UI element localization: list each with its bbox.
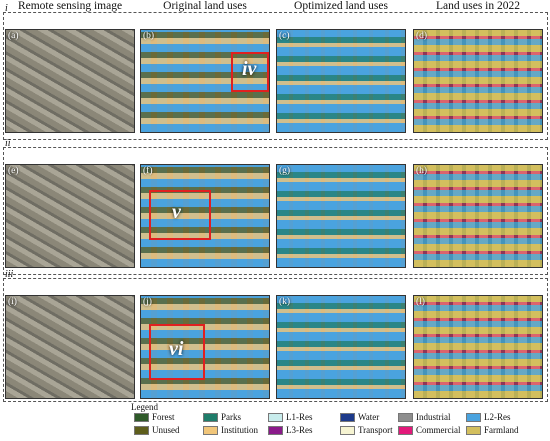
- panel-label: (b): [143, 31, 155, 41]
- panel-label: (j): [143, 297, 152, 307]
- highlight-box: [149, 324, 205, 380]
- panel-label: (h): [416, 166, 428, 176]
- legend-swatch: [340, 412, 355, 422]
- legend-label: Industrial: [416, 412, 451, 422]
- map-panel: (f) v: [140, 164, 270, 268]
- legend-label: Forest: [152, 412, 175, 422]
- map-panel: (c): [276, 29, 406, 133]
- legend-swatch: [398, 425, 413, 435]
- panel-label: (a): [8, 31, 19, 41]
- annotation: iv: [242, 58, 257, 80]
- column-header: Land uses in 2022: [435, 0, 520, 12]
- map-panel: (e): [5, 164, 135, 268]
- legend-item: L1-Res: [268, 412, 313, 422]
- legend-item: Parks: [203, 412, 241, 422]
- legend-swatch: [203, 412, 218, 422]
- legend-item: Water: [340, 412, 379, 422]
- annotation: v: [172, 201, 181, 223]
- legend-swatch: [466, 412, 481, 422]
- legend-item: Transport: [340, 425, 393, 435]
- map-panel: (j) vi: [140, 295, 270, 399]
- panel-label: (k): [279, 297, 291, 307]
- legend-label: L2-Res: [484, 412, 511, 422]
- legend-label: Commercial: [416, 425, 461, 435]
- legend-item: Commercial: [398, 425, 461, 435]
- legend-label: Water: [358, 412, 380, 422]
- column-header: Remote sensing image: [17, 0, 123, 12]
- panel-label: (d): [416, 31, 428, 41]
- map-panel: (l): [413, 295, 543, 399]
- panel-label: (l): [416, 297, 425, 307]
- legend-label: L3-Res: [286, 425, 313, 435]
- legend-item: Institution: [203, 425, 258, 435]
- annotation: vi: [169, 338, 184, 360]
- row-label: ii: [5, 138, 11, 149]
- legend-swatch: [203, 425, 218, 435]
- panel-label: (g): [279, 166, 291, 176]
- legend-item: L2-Res: [466, 412, 511, 422]
- legend-item: Farmland: [466, 425, 519, 435]
- map-panel: (h): [413, 164, 543, 268]
- map-panel: (a): [5, 29, 135, 133]
- legend-swatch: [268, 425, 283, 435]
- map-panel: (b) iv: [140, 29, 270, 133]
- row-frame: [3, 147, 548, 275]
- legend-item: Unused: [134, 425, 180, 435]
- legend-item: Industrial: [398, 412, 451, 422]
- legend-label: Transport: [358, 425, 393, 435]
- legend-title: Legend: [131, 402, 158, 412]
- legend-label: Unused: [152, 425, 180, 435]
- row-label: i: [5, 3, 8, 14]
- legend-item: Forest: [134, 412, 175, 422]
- column-header: Optimized land uses: [294, 0, 388, 12]
- legend-swatch: [268, 412, 283, 422]
- map-panel: (i): [5, 295, 135, 399]
- legend-label: L1-Res: [286, 412, 313, 422]
- legend-swatch: [466, 425, 481, 435]
- panel-label: (e): [8, 166, 19, 176]
- panel-label: (f): [143, 166, 153, 176]
- legend-label: Parks: [221, 412, 241, 422]
- panel-label: (c): [279, 31, 290, 41]
- legend-label: Institution: [221, 425, 259, 435]
- row-frame: [3, 278, 548, 402]
- map-panel: (d): [413, 29, 543, 133]
- map-panel: (g): [276, 164, 406, 268]
- map-panel: (k): [276, 295, 406, 399]
- legend-swatch: [134, 412, 149, 422]
- column-header: Original land uses: [163, 0, 247, 12]
- panel-label: (i): [8, 297, 17, 307]
- legend-item: L3-Res: [268, 425, 313, 435]
- legend-swatch: [340, 425, 355, 435]
- row-frame: [3, 12, 548, 140]
- row-label: iii: [5, 269, 14, 280]
- highlight-box: [231, 52, 269, 92]
- legend-swatch: [134, 425, 149, 435]
- legend-swatch: [398, 412, 413, 422]
- legend-label: Farmland: [484, 425, 519, 435]
- highlight-box: [149, 190, 211, 240]
